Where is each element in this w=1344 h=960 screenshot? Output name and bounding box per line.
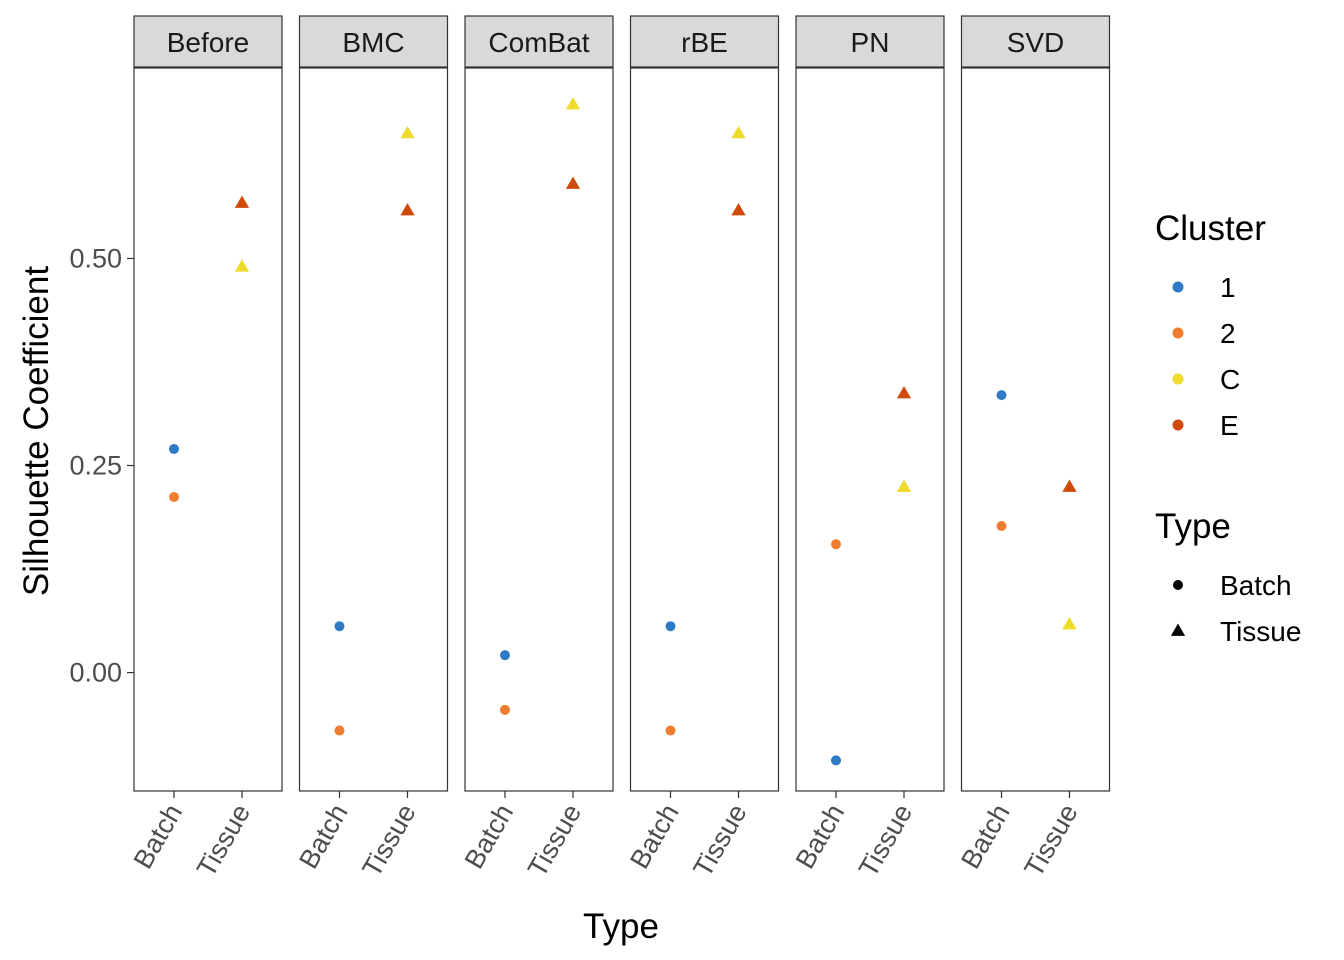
y-axis-title: Silhouette Coefficient xyxy=(17,266,56,596)
x-tick-label: Batch xyxy=(459,799,520,874)
legend-title-cluster: Cluster xyxy=(1155,209,1266,248)
data-point-batch-cluster-2 xyxy=(169,491,179,502)
x-tick-label: Tissue xyxy=(687,799,752,882)
legend-cluster-items: 1 2 CE xyxy=(1172,272,1240,441)
panel-background xyxy=(795,67,945,792)
legend-key xyxy=(1172,373,1184,385)
facet-strip xyxy=(629,15,780,68)
data-point-batch-cluster-2 xyxy=(831,539,841,550)
data-point-tissue-cluster-c xyxy=(896,479,912,492)
panel-before: Before Batch Tissue xyxy=(128,15,283,882)
data-point-batch-cluster-2 xyxy=(996,520,1007,531)
panel-rbe: rBE Batch Tissue xyxy=(624,15,780,882)
data-point-batch-cluster-1 xyxy=(665,621,676,632)
legend-item-cluster-e: E xyxy=(1172,410,1239,441)
legend-type-items: Batch Tissue xyxy=(1170,570,1301,647)
data-point-tissue-cluster-e xyxy=(565,176,581,189)
data-point-batch-cluster-1 xyxy=(334,621,345,632)
y-tick-label: 0.00 xyxy=(69,658,122,688)
facet-strip-label: ComBat xyxy=(488,27,589,58)
data-point-tissue-cluster-e xyxy=(731,202,746,216)
data-point-tissue-cluster-c xyxy=(1062,617,1077,630)
legend-label: 1 xyxy=(1220,272,1236,303)
data-point-tissue-cluster-c xyxy=(400,125,415,139)
facet-strip-label: Before xyxy=(167,27,250,58)
legend-label: 2 xyxy=(1220,318,1236,349)
data-point-batch-cluster-1 xyxy=(169,443,179,454)
facet-strip-label: PN xyxy=(851,27,890,58)
legend-key xyxy=(1172,281,1184,293)
facet-strip xyxy=(298,15,449,68)
facet-strip xyxy=(795,15,945,68)
x-tick-label: Batch xyxy=(293,799,354,874)
data-point-batch-cluster-2 xyxy=(334,725,345,736)
legend-label: Tissue xyxy=(1220,616,1301,647)
data-point-batch-cluster-2 xyxy=(665,725,676,736)
x-axis-title: Type xyxy=(583,907,659,946)
legend-key xyxy=(1172,419,1184,431)
legend-item-cluster-1: 1 xyxy=(1172,272,1236,303)
panel-pn: PN Batch Tissue xyxy=(790,15,945,882)
panel-background xyxy=(960,67,1111,792)
legend-label: C xyxy=(1220,364,1240,395)
data-point-tissue-cluster-c xyxy=(234,259,250,272)
panel-svd: SVD Batch Tissue xyxy=(955,15,1111,882)
y-tick-label: 0.50 xyxy=(69,243,122,273)
data-point-tissue-cluster-e xyxy=(400,202,415,216)
legend-item-type-batch: Batch xyxy=(1173,570,1292,601)
data-point-batch-cluster-1 xyxy=(996,390,1007,401)
data-point-tissue-cluster-e xyxy=(234,195,250,208)
data-point-batch-cluster-2 xyxy=(500,704,510,715)
legend-key xyxy=(1170,623,1186,636)
x-tick-label: Tissue xyxy=(191,799,256,882)
y-tick-label: 0.25 xyxy=(69,451,122,481)
facet-strip-label: rBE xyxy=(681,27,728,58)
panel-background xyxy=(133,67,283,792)
facet-strip xyxy=(133,15,283,68)
legend-label: Batch xyxy=(1220,570,1292,601)
x-tick-label: Batch xyxy=(624,799,685,874)
x-tick-label: Tissue xyxy=(853,799,918,882)
legend: Cluster 1 2 CE Type Batch Tissue xyxy=(1155,209,1301,647)
panel-combat: ComBat Batch Tissue xyxy=(459,15,614,882)
legend-key xyxy=(1172,327,1184,339)
x-tick-label: Batch xyxy=(955,799,1016,874)
data-point-tissue-cluster-c xyxy=(565,96,581,110)
data-point-tissue-cluster-e xyxy=(896,385,912,399)
x-tick-label: Batch xyxy=(790,799,851,874)
legend-item-cluster-2: 2 xyxy=(1172,318,1236,349)
panel-background xyxy=(629,67,780,792)
x-tick-label: Tissue xyxy=(1018,799,1083,882)
data-point-batch-cluster-1 xyxy=(831,755,841,766)
x-tick-label: Tissue xyxy=(522,799,587,882)
data-point-tissue-cluster-e xyxy=(1062,479,1077,492)
panel-background xyxy=(464,67,614,792)
legend-label: E xyxy=(1220,410,1239,441)
legend-key xyxy=(1173,580,1183,590)
legend-title-type: Type xyxy=(1155,507,1231,546)
facet-strip xyxy=(960,15,1111,68)
panel-background xyxy=(298,67,449,792)
data-point-batch-cluster-1 xyxy=(500,650,510,661)
legend-item-cluster-c: C xyxy=(1172,364,1240,395)
facet-strip-label: SVD xyxy=(1007,27,1065,58)
x-tick-label: Batch xyxy=(128,799,189,874)
legend-item-type-tissue: Tissue xyxy=(1170,616,1301,647)
data-point-tissue-cluster-c xyxy=(731,125,746,139)
panel-bmc: BMC Batch Tissue xyxy=(293,15,449,882)
facet-strip xyxy=(464,15,614,68)
facet-strip-label: BMC xyxy=(342,27,404,58)
y-axis: 0.00 0.25 0.50 xyxy=(69,243,134,688)
x-tick-label: Tissue xyxy=(356,799,421,882)
